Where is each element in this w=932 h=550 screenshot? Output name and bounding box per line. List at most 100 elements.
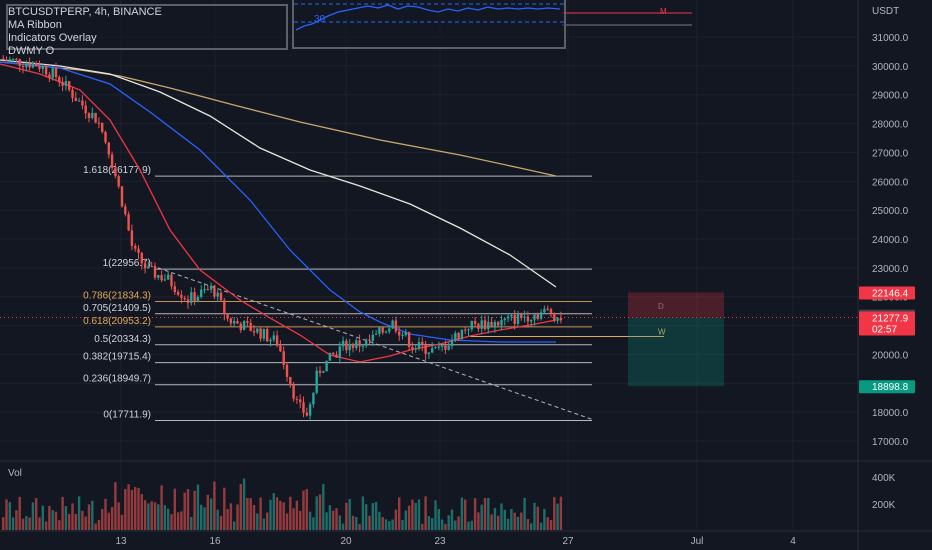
volume-bar xyxy=(252,504,256,530)
candle-body xyxy=(345,340,348,351)
volume-bar xyxy=(371,503,374,530)
mini-chart-value: 30 xyxy=(314,14,326,25)
candle-body xyxy=(457,333,460,339)
volume-bar xyxy=(500,503,503,530)
candle-body xyxy=(71,89,74,98)
position-tool[interactable] xyxy=(628,292,724,387)
time-axis[interactable]: 13 16 20 23 27 Jul 4 xyxy=(0,530,932,547)
ma-50-line xyxy=(0,61,556,343)
volume-bar xyxy=(143,500,147,530)
volume-bar xyxy=(107,512,110,530)
volume-bar xyxy=(315,496,318,530)
candle-body xyxy=(200,289,203,297)
candle-body xyxy=(530,319,533,322)
chart-legend[interactable]: BTCUSDTPERP, 4h, BINANCE MA Ribbon Indic… xyxy=(6,4,288,57)
fib-level-label: 0.618(20953.2) xyxy=(83,316,151,327)
symbol-title[interactable]: BTCUSDTPERP, 4h, BINANCE xyxy=(8,6,162,18)
ma-100-line xyxy=(0,59,557,288)
volume-bar xyxy=(262,518,266,530)
volume-bar xyxy=(77,496,81,530)
price-tick-label: 18000.0 xyxy=(872,408,909,419)
candle-body xyxy=(398,331,401,336)
volume-bar xyxy=(503,509,506,530)
volume-bar xyxy=(299,510,302,530)
candle-body xyxy=(170,274,173,287)
indicator-ma-ribbon[interactable]: MA Ribbon xyxy=(8,19,62,31)
volume-bar xyxy=(546,517,549,530)
fibonacci-extension[interactable]: 1.618(26177.9) 1(22956.7) 0.786(21834.3) 0.… xyxy=(83,7,692,421)
candle-body xyxy=(110,154,114,168)
fib-level-label: 0.382(19715.4) xyxy=(83,352,151,363)
candle-body xyxy=(401,335,404,337)
volume-bar xyxy=(464,499,467,530)
volume-bar xyxy=(391,519,394,530)
volume-bar xyxy=(308,511,312,530)
candle-body xyxy=(68,81,71,90)
candle-body xyxy=(487,321,490,330)
candle-body xyxy=(117,176,120,187)
indicator-overlay[interactable]: Indicators Overlay xyxy=(8,32,97,44)
candle-body xyxy=(94,112,97,123)
volume-bar xyxy=(269,499,272,530)
volume-bar xyxy=(341,523,345,530)
candle-body xyxy=(394,320,398,332)
candle-body xyxy=(371,334,374,341)
candle-body xyxy=(143,263,147,269)
candle-body xyxy=(87,113,91,118)
volume-bar xyxy=(114,482,117,530)
volume-bar xyxy=(328,505,332,530)
volume-bar xyxy=(444,523,447,530)
volume-bar xyxy=(361,496,365,530)
candle-body xyxy=(503,318,506,320)
volume-bar xyxy=(256,513,259,530)
price-tick-label: 24000.0 xyxy=(872,235,909,246)
volume-bar xyxy=(81,510,84,530)
price-tick-label: 27000.0 xyxy=(872,148,909,159)
mini-chart: 30 xyxy=(294,3,564,31)
volume-bar xyxy=(124,488,127,530)
volume-bar xyxy=(18,496,21,530)
candle-body xyxy=(269,339,272,342)
volume-bar xyxy=(510,508,513,530)
volume-bar xyxy=(94,523,97,530)
volume-bar xyxy=(427,516,431,530)
volume-bar xyxy=(209,498,213,530)
volume-bar xyxy=(216,509,219,530)
candle-body xyxy=(282,351,285,365)
volume-bar xyxy=(302,490,305,530)
candle-body xyxy=(127,214,130,231)
candle-body xyxy=(391,320,394,329)
volume-bar xyxy=(513,512,516,530)
candle-body xyxy=(513,315,516,324)
volume-bar xyxy=(533,502,536,530)
candle-body xyxy=(384,331,388,333)
volume-bar xyxy=(358,523,361,530)
volume-bar xyxy=(127,484,130,530)
price-badge xyxy=(859,286,915,300)
candle-body xyxy=(97,122,101,124)
candle-body xyxy=(196,296,200,302)
volume-bar xyxy=(130,489,134,530)
volume-bar xyxy=(338,515,341,530)
volume-bar xyxy=(454,520,457,530)
mini-chart-panel[interactable]: 30 xyxy=(292,0,566,49)
volume-bar xyxy=(292,508,295,530)
candle-body xyxy=(51,68,54,78)
volume-bar xyxy=(483,497,487,530)
volume-bar xyxy=(193,490,196,530)
volume-bar xyxy=(196,484,200,530)
indicator-dwmy[interactable]: DWMY O xyxy=(8,45,55,57)
volume-bar xyxy=(186,489,190,530)
volume-bar xyxy=(38,517,41,530)
volume-bar xyxy=(275,497,279,530)
volume-bar xyxy=(163,505,167,530)
candle-body xyxy=(341,340,345,347)
volume-bar xyxy=(407,505,411,530)
candle-body xyxy=(275,335,279,346)
volume-bar xyxy=(365,504,368,530)
volume-bar xyxy=(351,515,355,530)
candle-body xyxy=(335,354,338,358)
volume-bar xyxy=(190,516,193,530)
candle-body xyxy=(2,58,5,60)
